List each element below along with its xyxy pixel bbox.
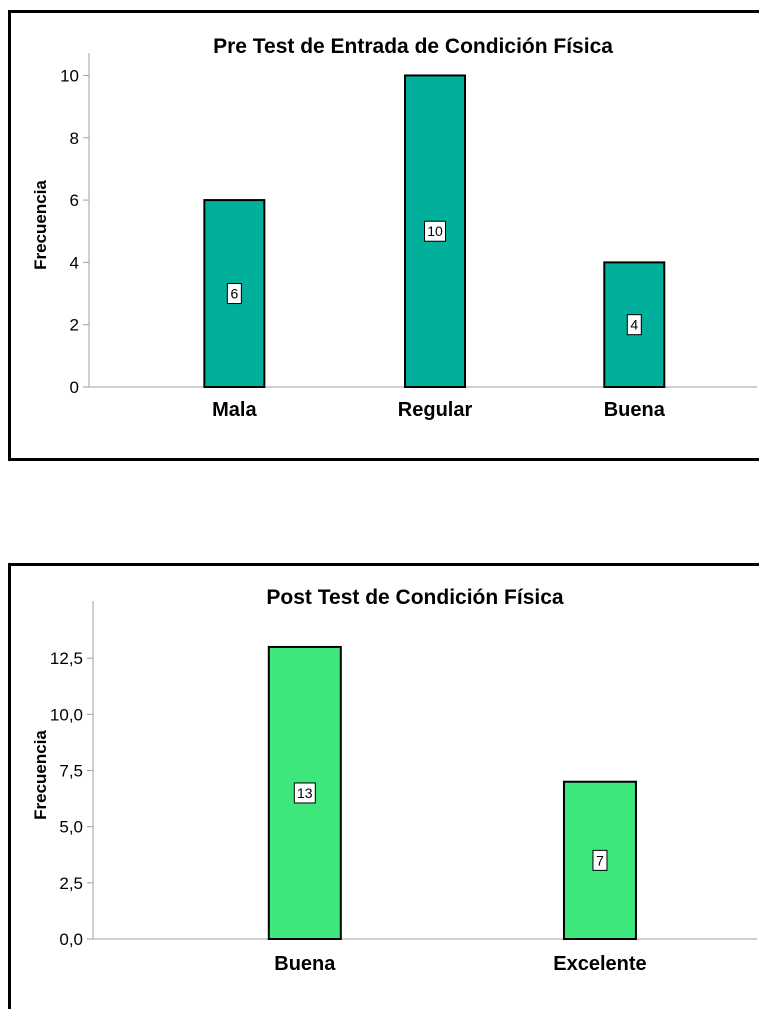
x-tick-label: Buena <box>604 399 666 421</box>
y-tick-label: 4 <box>70 253 79 272</box>
x-tick-label: Regular <box>398 399 473 421</box>
post-test-chart-panel: Post Test de Condición Física Frecuencia 0… <box>8 563 759 1009</box>
pre-test-chart-panel: Pre Test de Entrada de Condición Física F… <box>8 10 759 461</box>
data-label: 10 <box>427 223 443 239</box>
y-tick-label: 10 <box>60 66 79 85</box>
y-axis-label: Frecuencia <box>31 180 50 270</box>
y-tick-label: 10,0 <box>50 705 83 724</box>
y-tick-label: 2 <box>70 316 79 335</box>
y-tick-label: 7,5 <box>59 762 83 781</box>
y-tick-label: 8 <box>70 129 79 148</box>
post-test-chart: Post Test de Condición Física Frecuencia 0… <box>31 586 757 975</box>
x-tick-label: Mala <box>212 399 257 421</box>
y-tick-label: 6 <box>70 191 79 210</box>
chart-title: Post Test de Condición Física <box>266 586 563 609</box>
data-label-box <box>293 782 316 804</box>
data-label: 6 <box>230 286 238 302</box>
data-label: 7 <box>596 852 604 868</box>
y-tick-label: 5,0 <box>59 818 83 837</box>
data-label: 13 <box>297 785 313 801</box>
data-label-box <box>424 220 447 242</box>
y-tick-label: 0 <box>70 378 79 397</box>
data-label-box <box>626 314 642 336</box>
chart-title: Pre Test de Entrada de Condición Física <box>213 35 613 58</box>
pre-test-chart: Pre Test de Entrada de Condición Física F… <box>31 35 757 421</box>
y-axis-label: Frecuencia <box>31 730 50 820</box>
x-tick-label: Buena <box>274 953 336 975</box>
y-tick-label: 0,0 <box>59 930 83 949</box>
data-label: 4 <box>630 317 638 333</box>
y-tick-label: 12,5 <box>50 649 83 668</box>
data-label-box <box>592 849 608 871</box>
x-tick-label: Excelente <box>553 953 646 975</box>
y-tick-label: 2,5 <box>59 874 83 893</box>
data-label-box <box>226 283 242 305</box>
